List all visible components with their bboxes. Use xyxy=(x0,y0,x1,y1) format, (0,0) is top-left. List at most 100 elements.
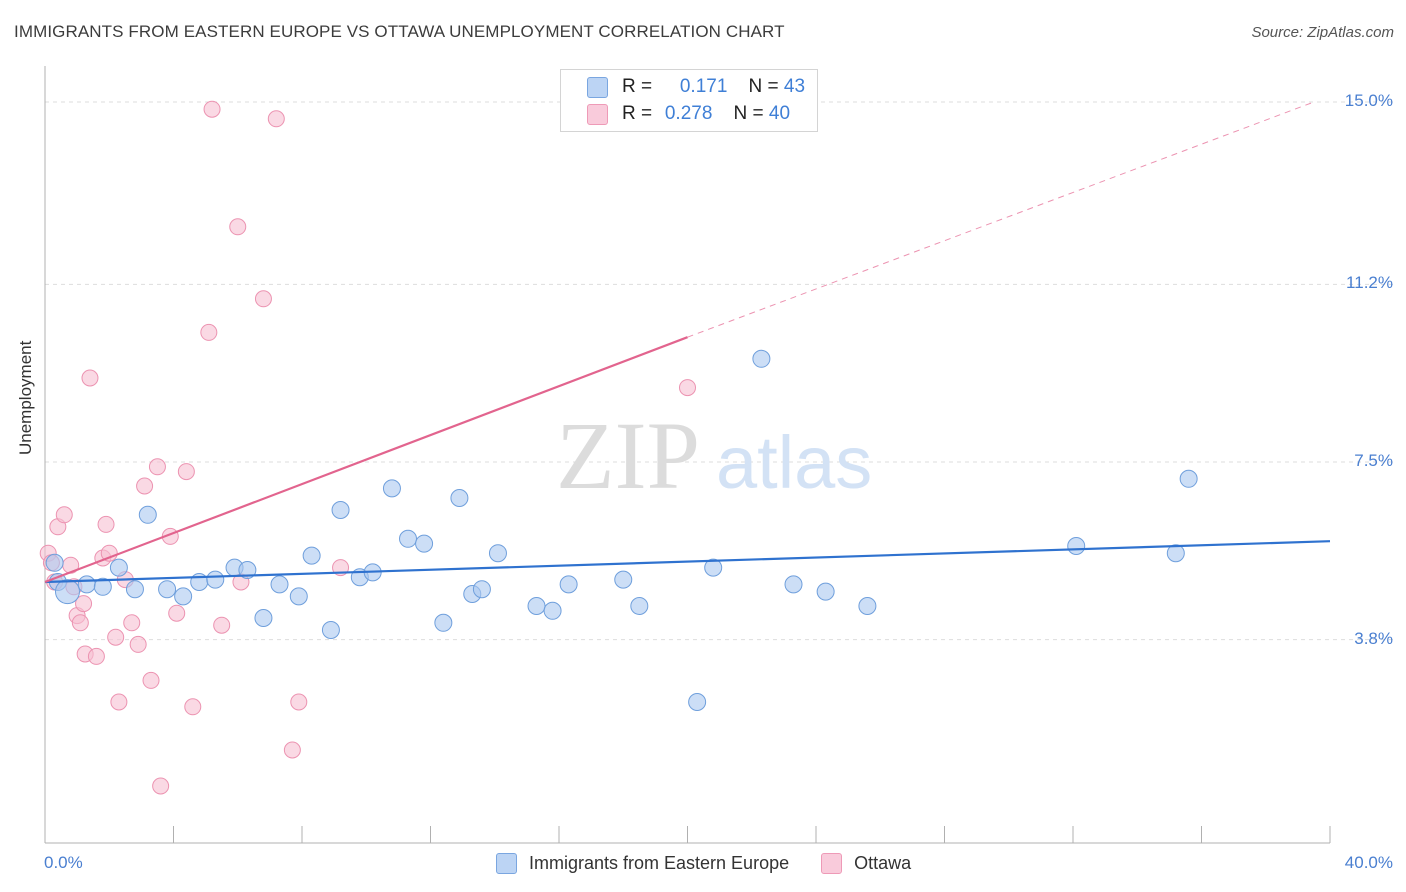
watermark-atlas: atlas xyxy=(716,421,872,504)
eastern-europe-point xyxy=(752,349,771,368)
watermark-zip: ZIP xyxy=(556,402,700,509)
legend-row-ottawa: R = 0.278 N = 40 xyxy=(587,102,790,126)
y-axis-label: Unemployment xyxy=(16,340,35,455)
ottawa-point xyxy=(168,604,186,622)
legend-n-value: 43 xyxy=(783,76,806,97)
eastern-europe-point xyxy=(77,575,96,594)
eastern-europe-point xyxy=(54,579,80,605)
legend-swatch-pink xyxy=(587,103,608,125)
eastern-europe-point xyxy=(174,587,193,606)
ottawa-point xyxy=(110,693,128,711)
ottawa-point xyxy=(267,110,285,128)
eastern-europe-point xyxy=(559,575,578,594)
ottawa-point xyxy=(152,777,170,795)
ottawa-point xyxy=(679,379,696,397)
eastern-europe-point xyxy=(614,570,633,589)
eastern-europe-point xyxy=(434,613,453,632)
eastern-europe-point xyxy=(784,575,803,594)
legend-n-label: N = xyxy=(733,103,764,124)
ottawa-point xyxy=(55,506,73,524)
ottawa-point xyxy=(97,515,115,533)
series-label-ottawa: Ottawa xyxy=(854,853,912,873)
eastern-europe-point xyxy=(382,479,401,498)
eastern-europe-point xyxy=(858,597,877,615)
y-tick-label: 3.8% xyxy=(1354,628,1393,648)
ottawa-point xyxy=(81,369,99,387)
series-legend: Immigrants from Eastern Europe Ottawa xyxy=(496,853,911,874)
eastern-europe-point xyxy=(206,570,225,589)
legend-swatch-blue xyxy=(587,76,608,98)
ottawa-point xyxy=(213,616,231,634)
eastern-europe-point xyxy=(450,489,469,507)
ottawa-point xyxy=(283,741,301,759)
eastern-europe-point xyxy=(415,534,434,553)
y-tick-label: 11.2% xyxy=(1346,273,1393,293)
watermark: ZIP atlas xyxy=(556,402,872,509)
ottawa-point xyxy=(203,100,221,118)
eastern-europe-point xyxy=(1166,544,1185,563)
eastern-europe-point xyxy=(125,580,144,599)
series-swatch-blue xyxy=(496,853,517,874)
x-tick-label-min: 0.0% xyxy=(44,853,83,872)
x-tick-label-max: 40.0% xyxy=(1344,853,1393,872)
ottawa-point xyxy=(200,323,218,341)
eastern-europe-point xyxy=(688,693,707,711)
ottawa-trend-line xyxy=(44,336,688,584)
ottawa-point xyxy=(136,477,154,495)
ottawa-point xyxy=(129,635,147,653)
eastern-europe-point xyxy=(472,580,491,599)
correlation-legend: R = 0.171 N = 43 R = 0.278 N = 40 xyxy=(560,69,818,132)
ottawa-point xyxy=(290,693,308,711)
eastern-europe-point xyxy=(399,529,418,548)
series-label-eastern-europe: Immigrants from Eastern Europe xyxy=(529,853,790,873)
eastern-europe-trend-line xyxy=(44,540,1331,584)
eastern-europe-point xyxy=(109,558,128,577)
legend-row-eastern-europe: R = 0.171 N = 43 xyxy=(587,75,805,99)
legend-n-value: 40 xyxy=(768,103,791,124)
chart-title: IMMIGRANTS FROM EASTERN EUROPE VS OTTAWA… xyxy=(14,22,785,41)
eastern-europe-point xyxy=(254,609,273,627)
eastern-europe-point xyxy=(321,621,340,639)
ottawa-point xyxy=(184,698,202,716)
eastern-europe-point xyxy=(1067,537,1086,555)
eastern-europe-point xyxy=(704,558,723,577)
source-label: Source: ZipAtlas.com xyxy=(1251,24,1394,41)
eastern-europe-point xyxy=(158,580,177,599)
grid-lines xyxy=(45,101,1395,641)
ottawa-point xyxy=(75,595,93,613)
eastern-europe-point xyxy=(630,597,649,615)
ottawa-point xyxy=(87,647,105,665)
y-tick-label: 15.0% xyxy=(1344,91,1393,110)
legend-r-label: R = xyxy=(622,103,653,124)
ottawa-point xyxy=(148,458,166,476)
eastern-europe-point xyxy=(331,501,350,519)
eastern-europe-point xyxy=(1179,469,1198,488)
legend-r-label: R = xyxy=(622,76,653,97)
eastern-europe-point xyxy=(488,544,507,563)
ottawa-trend-extension xyxy=(687,101,1315,338)
eastern-europe-point xyxy=(527,597,546,615)
ottawa-point xyxy=(142,671,160,689)
legend-n-label: N = xyxy=(748,76,779,97)
ottawa-point xyxy=(100,544,118,562)
eastern-europe-point xyxy=(289,587,308,606)
ottawa-point xyxy=(254,290,272,308)
eastern-europe-point xyxy=(93,577,112,596)
trend-lines xyxy=(44,101,1331,584)
eastern-europe-point xyxy=(270,575,289,594)
ottawa-point xyxy=(177,463,195,481)
ottawa-point xyxy=(71,614,89,632)
eastern-europe-point xyxy=(816,582,835,601)
eastern-europe-point xyxy=(138,505,157,524)
eastern-europe-point xyxy=(302,546,321,565)
legend-r-value: 0.278 xyxy=(664,103,713,124)
ottawa-point xyxy=(107,628,125,646)
series-swatch-pink xyxy=(821,853,843,874)
eastern-europe-point xyxy=(238,561,257,579)
eastern-europe-point xyxy=(45,553,64,572)
y-tick-label: 7.5% xyxy=(1354,451,1393,470)
axes xyxy=(44,66,1331,844)
eastern-europe-point xyxy=(543,601,562,620)
legend-r-value: 0.171 xyxy=(679,76,728,97)
